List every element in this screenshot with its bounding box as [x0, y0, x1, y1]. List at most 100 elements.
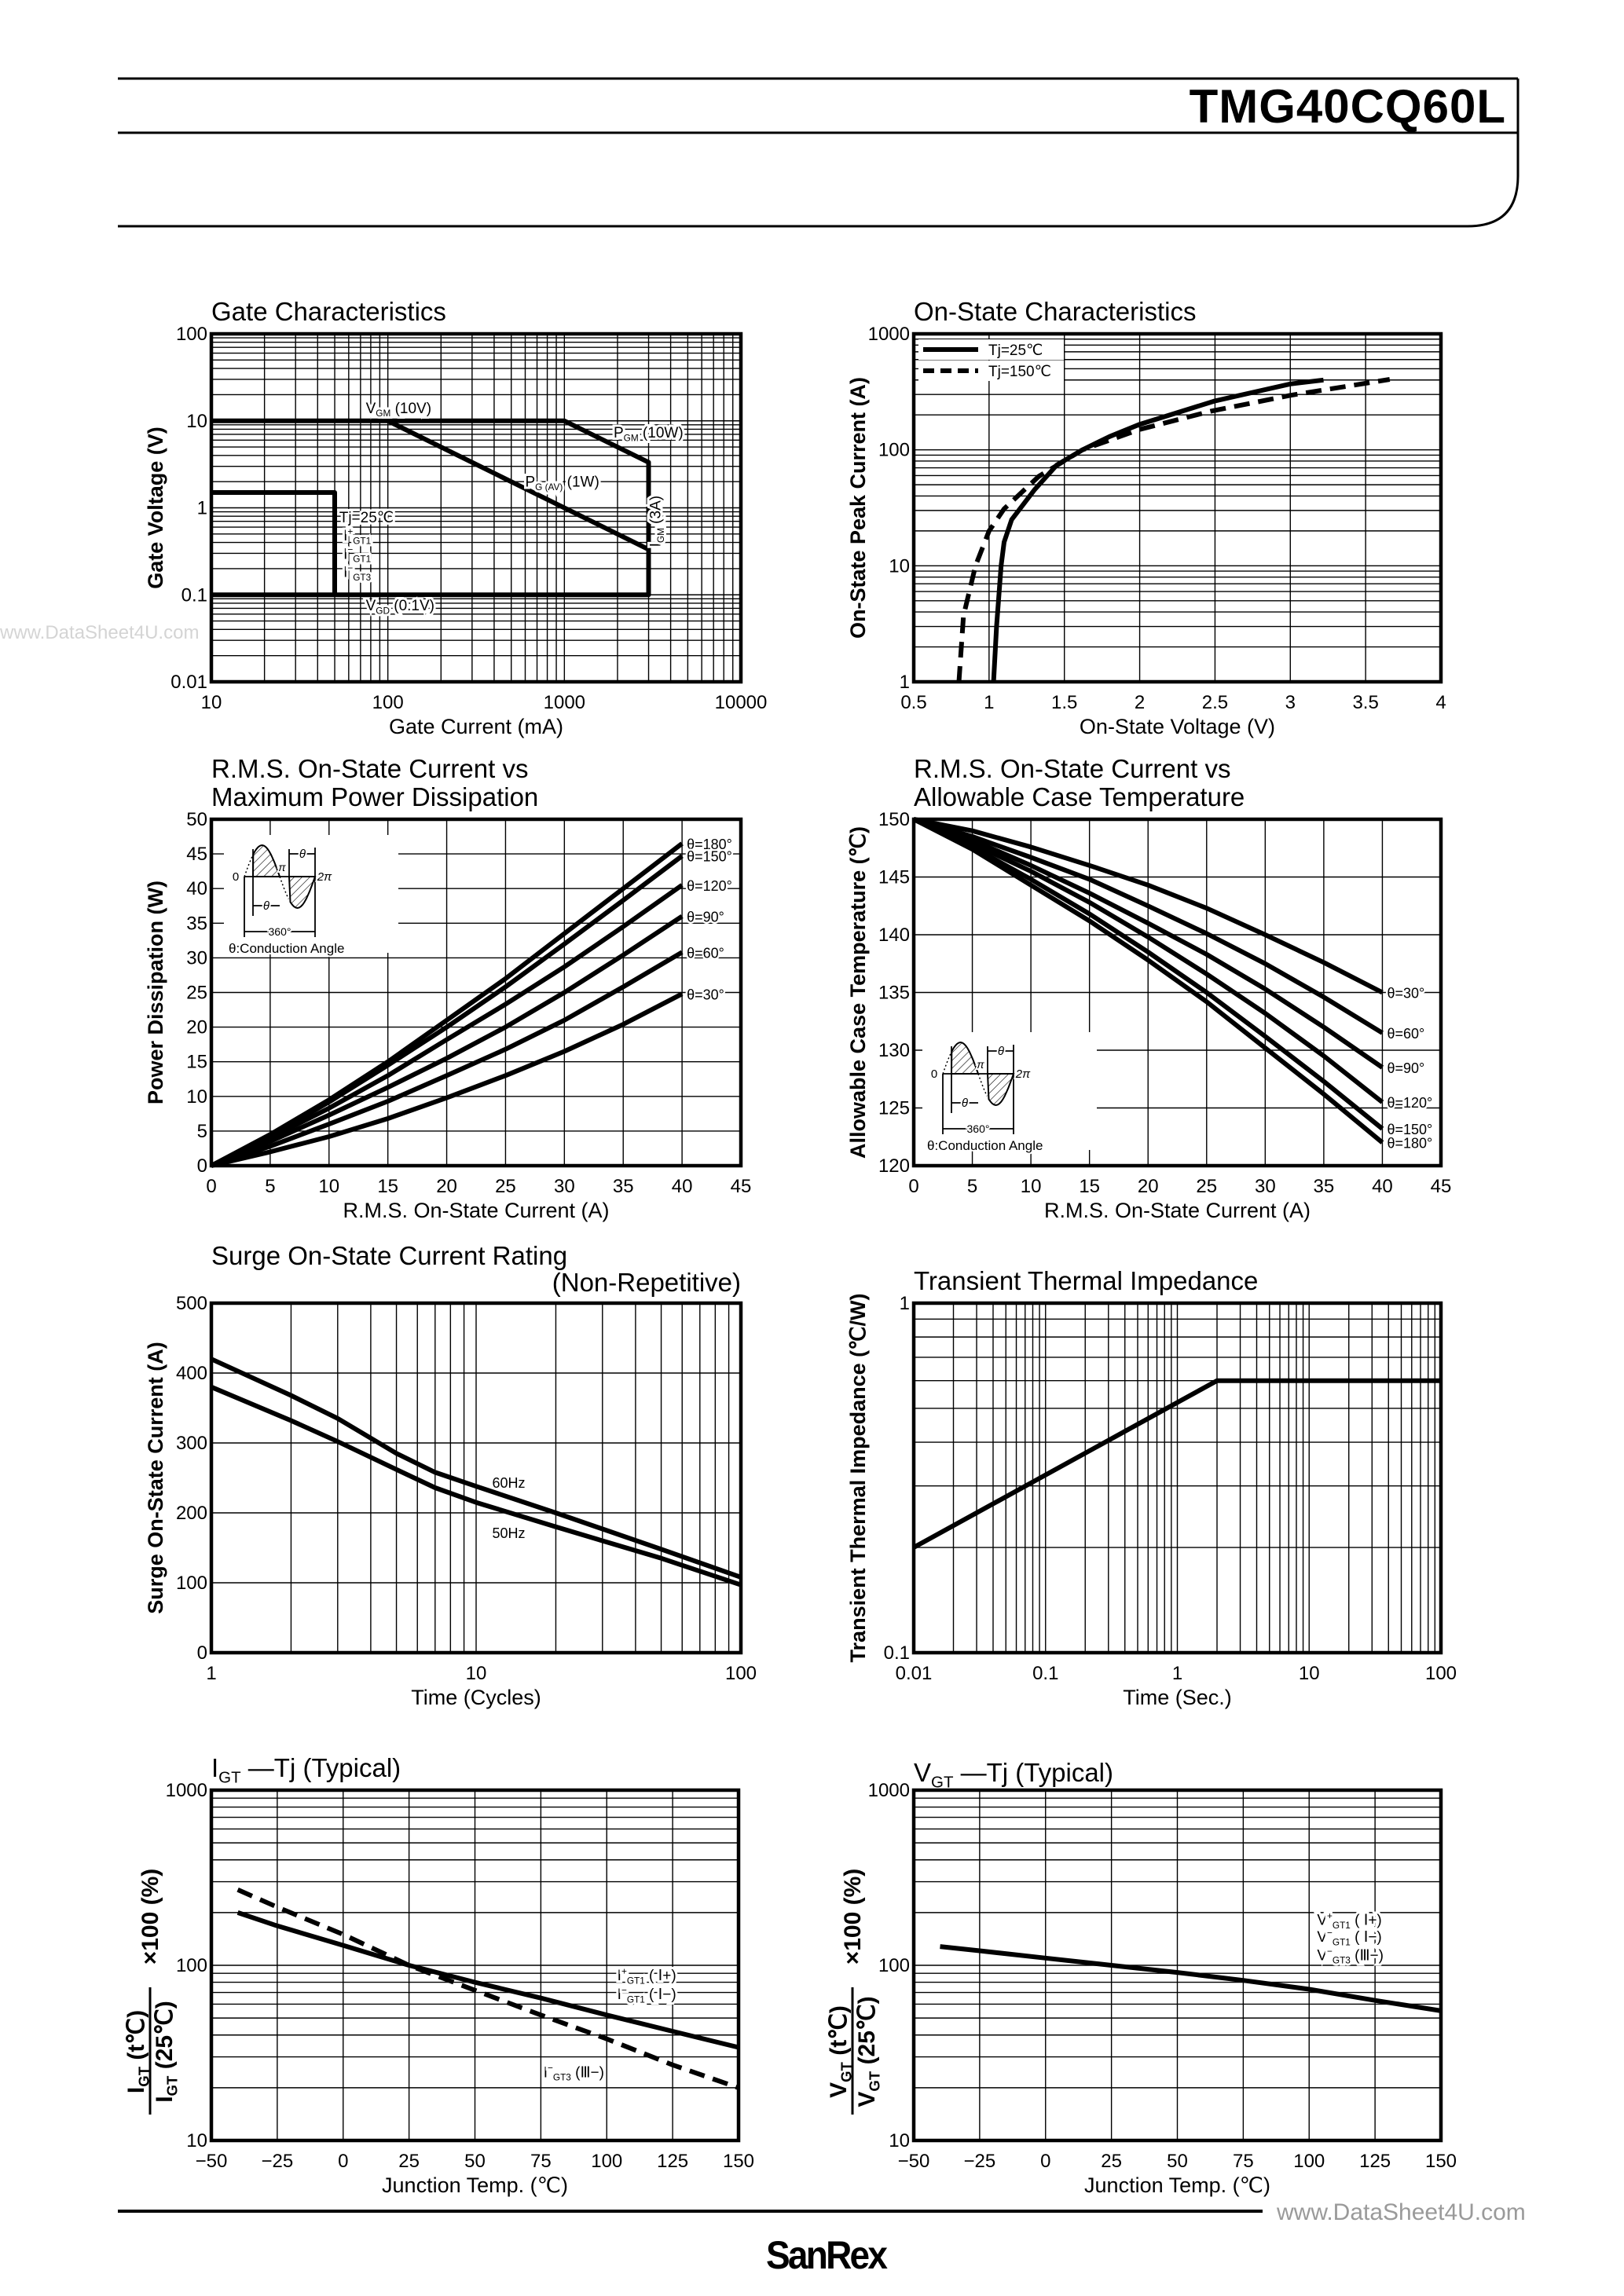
x-tick-label: 1: [1172, 1663, 1182, 1684]
label-part: −: [347, 562, 353, 573]
x-tick-label: 4: [1435, 692, 1446, 713]
chart-title: On-State Characteristics: [914, 297, 1196, 326]
legend-label: Tj=25℃: [988, 342, 1043, 359]
y-tick-label: 1000: [868, 324, 910, 345]
label-part: —Tj (Typical): [953, 1758, 1113, 1787]
legend-label: Tj=150℃: [988, 364, 1051, 380]
y-tick-label: 0.1: [181, 584, 207, 606]
y-label-suffix: ×100 (%): [840, 1869, 866, 1965]
y-tick-label: 140: [878, 925, 910, 946]
y-tick-label: 10: [889, 2130, 910, 2151]
series-label: θ=120°: [687, 878, 732, 894]
negative-half-wave: [986, 1073, 1015, 1107]
label-part: (3A): [648, 496, 665, 528]
label-part: GM: [655, 528, 666, 543]
series-line: [912, 817, 1384, 1070]
y-tick-label: 10: [186, 411, 207, 432]
positive-half-wave: [950, 1041, 980, 1075]
x-tick-label: 100: [1293, 2151, 1325, 2172]
x-tick-label: 0: [206, 1176, 216, 1197]
annotation-label: V+GT1 ( Ⅰ+): [1317, 1910, 1381, 1931]
chart-title: Gate Characteristics: [211, 297, 446, 326]
y-axis-label: Surge On-State Current (A): [144, 1342, 167, 1614]
series-label: θ=150°: [1387, 1122, 1432, 1137]
x-tick-label: 100: [591, 2151, 622, 2172]
x-axis-label: Gate Current (mA): [389, 715, 563, 738]
label-part: (10W): [639, 425, 684, 441]
x-tick-label: 35: [1314, 1176, 1335, 1197]
x-tick-label: 45: [1431, 1176, 1452, 1197]
label-part: I: [211, 1753, 218, 1782]
x-tick-label: 40: [672, 1176, 693, 1197]
y-tick-label: 10: [186, 1086, 207, 1108]
vgt-tj-chart: −50 −25 0 25 50 75 100 125 150 10 100 1000 Junction …: [826, 1758, 1457, 2197]
plot-frame: [209, 817, 743, 1168]
y-tick-label: 10: [186, 2130, 207, 2151]
x-axis-label: On-State Voltage (V): [1080, 715, 1275, 738]
label-part: R.M.S. On-State Current vs: [914, 754, 1230, 783]
y-tick-label: 0.01: [170, 672, 207, 693]
label-part: GT1: [627, 1994, 645, 2005]
chart-title: VGT —Tj (Typical): [914, 1758, 1113, 1791]
annotation-label: I−GT3 (Ⅲ−): [544, 2063, 604, 2083]
x-tick-label: 3.5: [1352, 692, 1378, 713]
inset-label: 0: [931, 1067, 937, 1081]
header-bottom-rule: [118, 79, 1520, 228]
label-part: GT3: [353, 572, 371, 583]
series-line: [912, 817, 1384, 1131]
label-part: ( Ⅰ+): [1351, 1913, 1382, 1929]
grid: [211, 1789, 739, 2141]
inset-label: 0: [233, 870, 239, 884]
grid: [211, 333, 742, 683]
y-tick-label: 1: [900, 1293, 910, 1314]
conduction-angle-diagram: 0 π 2π θ θ 360° θ:Conduction Angle: [922, 1032, 1097, 1155]
inset-label: 360°: [967, 1122, 990, 1135]
footer-watermark[interactable]: www.DataSheet4U.com: [1277, 2199, 1526, 2225]
label-part: GT3: [553, 2072, 571, 2083]
x-tick-label: 25: [1196, 1176, 1217, 1197]
y-axis-label: Power Dissipation (W): [144, 881, 167, 1104]
annotation-label: V−GT3 (Ⅲ−): [1317, 1946, 1384, 1966]
y-tick-label: 0.1: [884, 1642, 910, 1664]
annotation-label: PG (AV) (1W): [525, 474, 599, 493]
label-part: R.M.S. On-State Current vs: [211, 754, 528, 783]
label-part: GD: [376, 605, 390, 616]
x-tick-label: 0: [338, 2151, 348, 2172]
y-tick-label: 1: [900, 672, 910, 693]
y-tick-label: 120: [878, 1155, 910, 1177]
x-tick-label: 30: [554, 1176, 575, 1197]
series-line: [210, 914, 684, 1168]
chart-title: (Non-Repetitive): [552, 1268, 741, 1297]
label-part: GT: [867, 2071, 883, 2091]
y-tick-label: 15: [186, 1052, 207, 1073]
x-tick-label: 10: [466, 1663, 487, 1684]
series-line: [211, 950, 684, 1168]
series-line: [912, 1378, 1441, 1550]
annotation-label: I+GT1 ( Ⅰ+): [618, 1966, 676, 1987]
watermark-left: www.DataSheet4U.com: [0, 622, 200, 643]
label-part: I: [544, 2064, 548, 2081]
y-tick-label: 1000: [868, 1780, 910, 1801]
series-line: [211, 991, 684, 1168]
label-part: GT1: [1333, 1936, 1351, 1947]
label-part: ( Ⅰ+): [645, 1968, 676, 1984]
label-part: I: [343, 565, 347, 581]
y-tick-label: 100: [176, 1955, 207, 1976]
annotation-label: VGM (10V): [366, 401, 431, 419]
series-line: [211, 490, 337, 595]
series-line: [210, 883, 684, 1168]
inset-label: 2π: [317, 870, 332, 884]
annotation-label: I−GT3: [343, 562, 372, 583]
negative-half-wave: [288, 876, 317, 910]
label-part: GT: [218, 1768, 241, 1786]
inset-label: θ:Conduction Angle: [927, 1138, 1043, 1153]
x-tick-label: 0: [1040, 2151, 1050, 2172]
x-tick-label: 20: [1138, 1176, 1159, 1197]
label-part: (25℃): [854, 1996, 880, 2071]
x-tick-label: 100: [725, 1663, 757, 1684]
x-axis-label: Time (Cycles): [411, 1686, 541, 1709]
series-line: [913, 817, 1384, 995]
series-line: [912, 817, 1384, 1144]
